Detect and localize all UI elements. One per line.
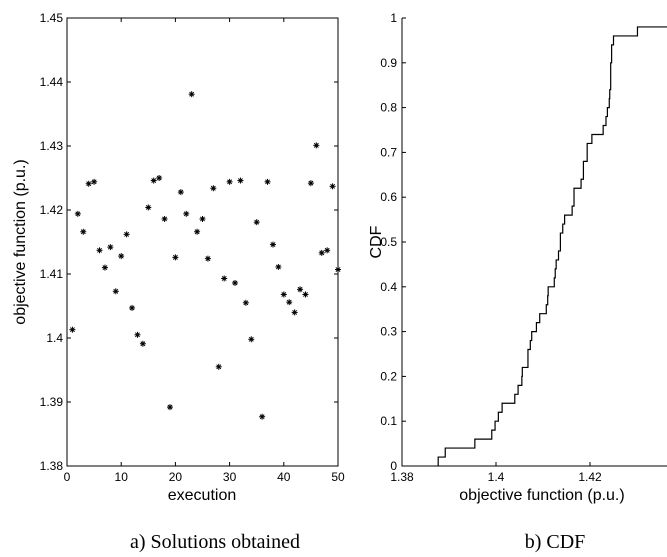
scatter-point bbox=[221, 275, 228, 282]
cdf-caption: b) CDF bbox=[525, 531, 586, 553]
scatter-point bbox=[232, 279, 239, 286]
scatter-point bbox=[139, 340, 146, 347]
scatter-point bbox=[85, 180, 92, 187]
cdf-y-tick-label: 0.1 bbox=[380, 414, 397, 428]
cdf-y-tick-label: 0.3 bbox=[380, 325, 397, 339]
cdf-y-tick-label: 0.8 bbox=[380, 101, 397, 115]
scatter-point bbox=[91, 178, 98, 185]
cdf-y-tick-label: 0.5 bbox=[380, 235, 397, 249]
scatter-point bbox=[134, 331, 141, 338]
scatter-point bbox=[194, 228, 201, 235]
cdf-axes-lines bbox=[401, 18, 667, 467]
scatter-point bbox=[156, 175, 163, 181]
cdf-panel: 1.381.41.421.4400.10.20.30.40.50.60.70.8… bbox=[368, 11, 667, 553]
scatter-point bbox=[101, 264, 108, 271]
cdf-y-tick-label: 0.2 bbox=[380, 369, 397, 383]
scatter-point bbox=[215, 363, 222, 370]
cdf-y-tick-label: 0.6 bbox=[380, 190, 397, 204]
scatter-point bbox=[177, 189, 184, 196]
scatter-point bbox=[183, 210, 190, 217]
scatter-point bbox=[324, 247, 331, 254]
scatter-point bbox=[329, 183, 336, 190]
cdf-step-line bbox=[437, 17, 667, 466]
scatter-x-tick-label: 40 bbox=[277, 470, 291, 484]
scatter-point bbox=[145, 204, 152, 211]
scatter-point bbox=[123, 231, 130, 238]
scatter-point bbox=[286, 299, 293, 306]
cdf-ticks: 1.381.41.421.4400.10.20.30.40.50.60.70.8… bbox=[380, 11, 602, 484]
scatter-point bbox=[204, 255, 211, 262]
scatter-y-tick-label: 1.45 bbox=[40, 11, 64, 25]
scatter-point bbox=[313, 142, 320, 149]
scatter-point bbox=[269, 241, 276, 248]
scatter-x-tick-label: 20 bbox=[169, 470, 183, 484]
scatter-y-tick-label: 1.41 bbox=[40, 267, 64, 281]
scatter-ticks: 0 10 20 30 40 50 1.38 1.39 1.4 1.41 1.42 1.43 1.44 1.… bbox=[40, 11, 345, 484]
cdf-y-tick-label: 1 bbox=[390, 11, 397, 25]
scatter-point bbox=[150, 177, 157, 184]
scatter-point bbox=[275, 263, 282, 270]
scatter-y-tick-label: 1.39 bbox=[40, 395, 64, 409]
scatter-point bbox=[118, 253, 125, 260]
scatter-y-tick-label: 1.42 bbox=[40, 203, 64, 217]
scatter-point bbox=[74, 210, 81, 217]
scatter-y-axis-label: objective function (p.u.) bbox=[12, 159, 29, 324]
scatter-y-tick-label: 1.44 bbox=[40, 75, 64, 89]
scatter-point bbox=[248, 336, 255, 343]
scatter-point bbox=[161, 215, 168, 222]
scatter-point bbox=[307, 180, 314, 187]
scatter-point bbox=[188, 91, 195, 98]
scatter-point bbox=[237, 177, 244, 184]
cdf-y-tick-label: 0.4 bbox=[380, 280, 397, 294]
scatter-point bbox=[96, 247, 103, 254]
scatter-x-tick-label: 0 bbox=[64, 470, 71, 484]
scatter-point bbox=[291, 309, 298, 316]
scatter-point bbox=[112, 288, 119, 295]
scatter-point bbox=[107, 244, 114, 251]
scatter-point bbox=[129, 304, 136, 311]
scatter-point bbox=[80, 228, 87, 235]
scatter-point bbox=[335, 266, 341, 273]
scatter-axes-box bbox=[66, 17, 339, 467]
scatter-x-tick-label: 10 bbox=[115, 470, 129, 484]
scatter-point bbox=[264, 178, 271, 185]
scatter-panel: 0 10 20 30 40 50 1.38 1.39 1.4 1.41 1.42 1.43 1.44 1.… bbox=[12, 11, 345, 553]
cdf-y-tick-label: 0.9 bbox=[380, 56, 397, 70]
scatter-point bbox=[69, 326, 76, 333]
scatter-point bbox=[253, 219, 260, 226]
scatter-points bbox=[69, 91, 341, 420]
scatter-x-tick-label: 30 bbox=[223, 470, 237, 484]
cdf-x-axis-label: objective function (p.u.) bbox=[459, 487, 624, 504]
scatter-x-tick-label: 50 bbox=[331, 470, 345, 484]
cdf-y-axis-label: CDF bbox=[368, 225, 385, 258]
cdf-x-tick-label: 1.42 bbox=[578, 470, 602, 484]
scatter-point bbox=[199, 215, 206, 222]
scatter-y-tick-label: 1.4 bbox=[46, 331, 63, 345]
cdf-y-tick-label: 0 bbox=[390, 459, 397, 473]
cdf-x-tick-label: 1.38 bbox=[390, 470, 414, 484]
cdf-x-tick-label: 1.4 bbox=[488, 470, 505, 484]
scatter-y-tick-label: 1.38 bbox=[40, 459, 64, 473]
scatter-caption: a) Solutions obtained bbox=[130, 531, 300, 553]
scatter-point bbox=[210, 185, 217, 192]
scatter-point bbox=[166, 404, 173, 411]
scatter-point bbox=[172, 254, 179, 261]
scatter-point bbox=[259, 413, 266, 420]
scatter-y-tick-label: 1.43 bbox=[40, 139, 64, 153]
scatter-x-axis-label: execution bbox=[168, 487, 237, 504]
cdf-y-tick-label: 0.7 bbox=[380, 145, 397, 159]
scatter-point bbox=[297, 286, 304, 293]
scatter-point bbox=[318, 249, 325, 256]
scatter-point bbox=[242, 299, 249, 306]
scatter-point bbox=[280, 291, 287, 298]
scatter-point bbox=[226, 178, 233, 185]
scatter-point bbox=[302, 291, 309, 298]
